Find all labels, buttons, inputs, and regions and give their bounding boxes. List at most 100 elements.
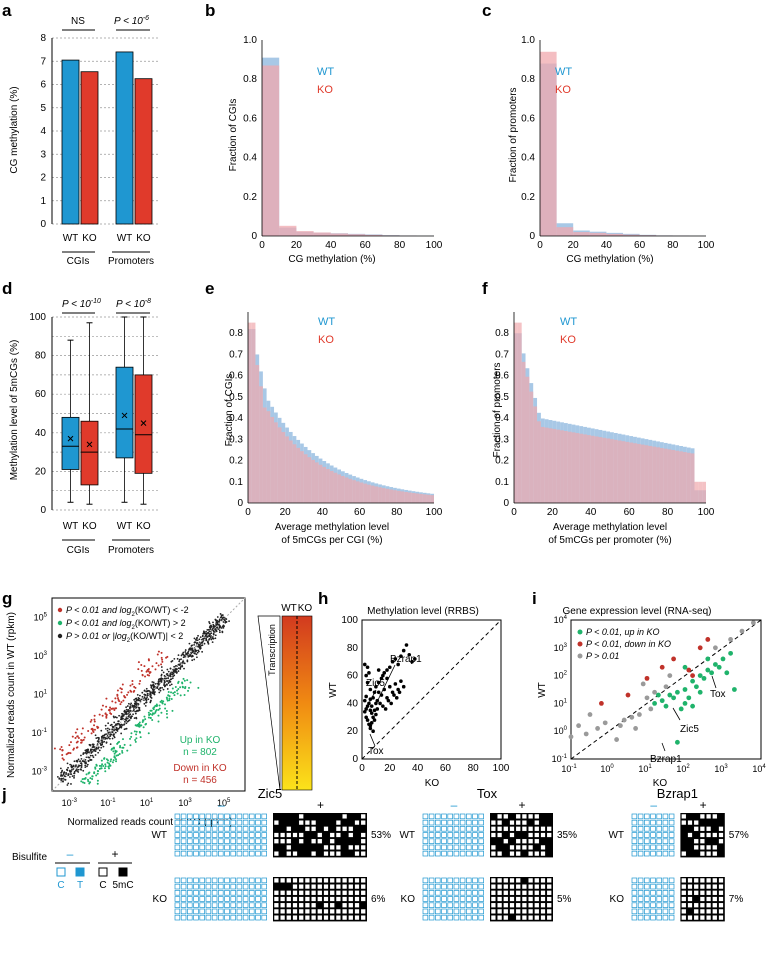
panel-h-point — [402, 649, 406, 653]
panel-j-cell-minus — [638, 890, 643, 895]
panel-j-cell-minus — [249, 890, 254, 895]
panel-j-cell-5mc — [541, 820, 546, 825]
panel-j-cell-minus — [669, 820, 674, 825]
panel-j-cell-minus — [243, 851, 248, 856]
panel-j-cell-c — [311, 826, 316, 831]
panel-g-point-ns — [125, 722, 127, 724]
panel-g-point-down — [109, 710, 111, 712]
panel-b-bar-ko — [279, 226, 296, 236]
panel-j-cell-minus — [663, 833, 668, 838]
panel-g-point-ns — [145, 699, 147, 701]
panel-j-cell-minus — [187, 839, 192, 844]
panel-j-cell-c — [522, 845, 527, 850]
panel-j-cell-minus — [218, 878, 223, 883]
panel-j-cell-c — [348, 909, 353, 914]
panel-d-box-label: WT — [117, 521, 133, 532]
panel-g-point-ns — [109, 735, 111, 737]
panel-j-cell-minus — [651, 890, 656, 895]
panel-g-point-up — [106, 758, 108, 760]
panel-e-bar-ko — [296, 448, 300, 503]
panel-j-cell-c — [491, 915, 496, 920]
panel-j-cell-minus — [479, 845, 484, 850]
panel-j-cell-c — [712, 890, 717, 895]
panel-f-bar-ko — [641, 445, 645, 503]
panel-j-cell-minus — [256, 814, 261, 819]
panel-h-xtick: 20 — [384, 763, 396, 774]
panel-e-bar-ko — [304, 454, 308, 503]
panel-j-cell-minus — [256, 890, 261, 895]
panel-j-cell-minus — [663, 814, 668, 819]
panel-j-cell-c — [342, 909, 347, 914]
panel-g-point-ns — [220, 617, 222, 619]
panel-g-point-ns — [178, 664, 180, 666]
panel-j-cell-minus — [262, 833, 267, 838]
panel-j-cell-minus — [442, 878, 447, 883]
panel-j-cell-minus — [435, 890, 440, 895]
panel-g-point-ns — [207, 641, 209, 643]
panel-j-cell-minus — [663, 851, 668, 856]
panel-g-point-ns — [197, 639, 199, 641]
panel-j-cell-c — [541, 851, 546, 856]
panel-j-cell-c — [516, 890, 521, 895]
panel-j-pct-wt: 57% — [729, 830, 749, 841]
panel-j-cell-c — [497, 878, 502, 883]
panel-j-cell-minus — [231, 814, 236, 819]
panel-j-cell-c — [681, 884, 686, 889]
panel-j-legend-plus: + — [111, 847, 118, 861]
panel-j-cell-minus — [423, 878, 428, 883]
panel-j-cell-minus — [429, 814, 434, 819]
panel-g-point-ns — [196, 656, 198, 658]
panel-e-bar-ko — [345, 477, 349, 503]
panel-i-point-down — [705, 637, 710, 642]
panel-j-cell-c — [491, 851, 496, 856]
panel-j-cell-c — [719, 903, 724, 908]
panel-j-cell-c — [694, 884, 699, 889]
panel-j-cell-c — [317, 884, 322, 889]
panel-j-cell-5mc — [694, 833, 699, 838]
panel-j-cell-c — [681, 915, 686, 920]
panel-g-point-ns — [161, 666, 163, 668]
panel-g-point-up — [115, 758, 117, 760]
panel-g-point-ns — [88, 760, 90, 762]
panel-j-cell-minus — [225, 845, 230, 850]
panel-j-cell-c — [342, 878, 347, 883]
panel-j-cell-minus — [435, 878, 440, 883]
panel-f-bar-ko — [671, 450, 675, 503]
panel-j-cell-minus — [175, 878, 180, 883]
panel-e-legend-ko: KO — [318, 334, 334, 346]
panel-j-cell-5mc — [280, 851, 285, 856]
panel-j-cell-c — [534, 878, 539, 883]
panel-j-cell-c — [299, 915, 304, 920]
panel-j-cell-c — [311, 915, 316, 920]
panel-j-cell-minus — [460, 839, 465, 844]
panel-j-cell-c — [510, 826, 515, 831]
panel-j-cell-minus — [206, 826, 211, 831]
panel-g-point-ns — [146, 690, 148, 692]
panel-g-point-ns — [126, 713, 128, 715]
panel-j-cell-c — [491, 903, 496, 908]
panel-g-point-up — [135, 741, 137, 743]
panel-j-cell-c — [497, 909, 502, 914]
panel-g-point-ns — [115, 732, 117, 734]
panel-j-cell-minus — [218, 826, 223, 831]
panel-g-point-ns — [83, 761, 85, 763]
panel-j-cell-minus — [212, 839, 217, 844]
panel-j-cell-c — [694, 903, 699, 908]
panel-j-cell-5mc — [305, 833, 310, 838]
panel-h-point — [378, 702, 382, 706]
panel-g-point-ns — [207, 632, 209, 634]
panel-g-point-down — [77, 735, 79, 737]
panel-j-row-label-ko: KO — [153, 894, 168, 905]
panel-g-point-ns — [173, 666, 175, 668]
panel-j-cell-c — [293, 897, 298, 902]
panel-e-xtick: 40 — [317, 507, 329, 518]
panel-e-bar-ko — [360, 483, 364, 503]
panel-j-cell-5mc — [503, 851, 508, 856]
panel-i-point-ns — [645, 695, 650, 700]
panel-g-point-ns — [130, 717, 132, 719]
panel-j-cell-minus — [429, 833, 434, 838]
transcription-label: Transcription — [267, 624, 277, 676]
panel-j-cell-minus — [200, 826, 205, 831]
panel-g-point-ns — [113, 716, 115, 718]
